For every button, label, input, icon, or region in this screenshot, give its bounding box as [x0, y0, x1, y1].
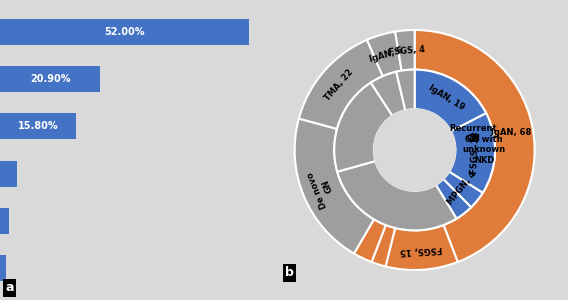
Text: IgAN, 19: IgAN, 19	[427, 83, 466, 112]
Wedge shape	[371, 72, 406, 116]
Wedge shape	[371, 225, 395, 266]
Text: GN with
unknown
NKD: GN with unknown NKD	[463, 135, 506, 165]
Bar	[0, 66, 100, 92]
Wedge shape	[443, 172, 483, 207]
Bar	[0, 113, 76, 140]
Text: IgAN, 6: IgAN, 6	[369, 45, 404, 64]
Wedge shape	[396, 70, 415, 110]
Bar	[0, 255, 6, 281]
Text: b: b	[285, 266, 294, 279]
Text: 15.80%: 15.80%	[18, 122, 58, 131]
Wedge shape	[436, 179, 471, 219]
Text: De novo
GN: De novo GN	[306, 166, 339, 209]
Text: FSGS, 4: FSGS, 4	[388, 45, 425, 57]
Text: TMA, 22: TMA, 22	[323, 67, 356, 102]
Text: 52.00%: 52.00%	[104, 27, 145, 37]
Text: MPGN, 4: MPGN, 4	[446, 170, 478, 207]
Bar	[0, 208, 9, 234]
Wedge shape	[354, 219, 386, 262]
Wedge shape	[299, 40, 383, 129]
Wedge shape	[337, 161, 457, 230]
Wedge shape	[395, 30, 415, 71]
Text: FSGS, 15: FSGS, 15	[399, 244, 442, 255]
Text: FSGS, 18: FSGS, 18	[470, 131, 481, 174]
Text: a: a	[5, 281, 14, 294]
Text: 20.90%: 20.90%	[30, 74, 70, 84]
Bar	[0, 160, 16, 187]
Wedge shape	[386, 225, 458, 270]
Text: Recurrent
GN: Recurrent GN	[450, 124, 498, 143]
Wedge shape	[367, 32, 402, 76]
Wedge shape	[415, 30, 534, 262]
Wedge shape	[415, 70, 486, 131]
Wedge shape	[334, 82, 392, 172]
Wedge shape	[295, 118, 374, 254]
Text: IgAN, 68: IgAN, 68	[491, 128, 532, 136]
Circle shape	[374, 109, 456, 191]
Wedge shape	[449, 113, 495, 193]
Bar	[0, 19, 249, 45]
